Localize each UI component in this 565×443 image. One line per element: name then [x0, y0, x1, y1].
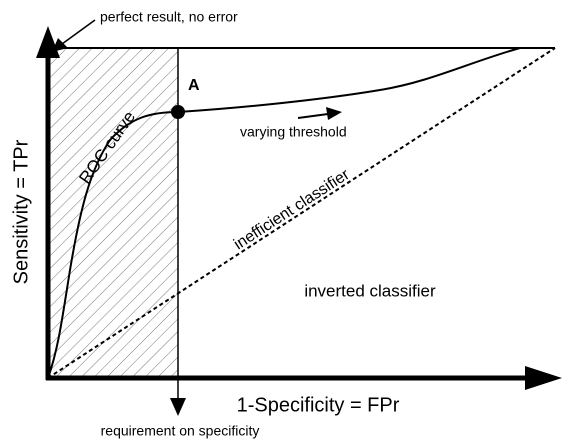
diagonal [47, 47, 556, 379]
roc-curve [47, 47, 555, 379]
point-label: A [188, 77, 200, 94]
x-axis-label: 1-Specificity = FPr [237, 394, 400, 416]
point-a [171, 105, 185, 119]
threshold-arrowhead [326, 107, 342, 120]
perfect-arrow [61, 19, 96, 45]
requirement-label: requirement on specificity [101, 423, 260, 439]
inefficient-label: inefficient classifier [231, 166, 353, 254]
threshold-label: varying threshold [240, 124, 347, 140]
perfect-arrowhead [52, 38, 68, 52]
inverted-label: inverted classifier [304, 281, 436, 300]
specificity-arrowhead [170, 398, 186, 416]
hatched-region [48, 48, 178, 378]
perfect-label: perfect result, no error [100, 9, 238, 25]
threshold-arrow [297, 113, 329, 119]
y-axis-label: Sensitivity = TPr [10, 139, 32, 284]
x-axis-arrowhead [525, 366, 562, 390]
